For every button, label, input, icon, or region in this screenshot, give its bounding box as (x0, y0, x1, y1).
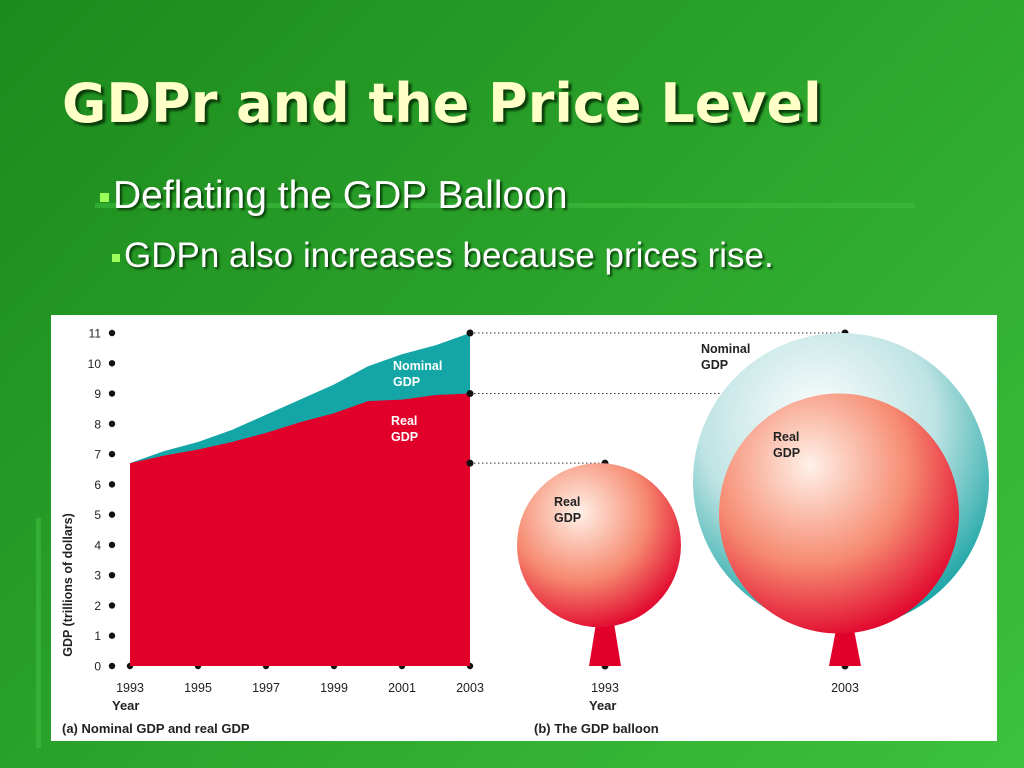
balloon-year-label: 2003 (831, 681, 859, 695)
real-gdp-balloon (719, 393, 959, 634)
y-tick-dot (108, 329, 116, 337)
y-tick-label: 3 (94, 569, 101, 583)
y-tick-label: 2 (94, 599, 101, 613)
y-axis: 0 1 2 3 4 5 6 7 8 9 10 11 (88, 327, 116, 674)
y-tick-label: 8 (94, 417, 101, 431)
y-tick-dot (108, 481, 116, 488)
gdp-figure: GDP (trillions of dollars) 0 1 2 3 4 5 6 7 8 9 10 1… (51, 315, 997, 741)
caption-a: (a) Nominal GDP and real GDP (62, 721, 250, 736)
nominal-gdp-dot (466, 329, 474, 337)
slide-title: GDPr and the Price Level (62, 72, 822, 135)
balloon-stem (829, 629, 861, 666)
x-tick-label: 2001 (388, 681, 416, 695)
real-gdp-balloon (517, 463, 681, 628)
bullet-square-icon (100, 193, 109, 203)
nominal-balloon-label: Nominal (701, 342, 750, 356)
background-stripe-left (36, 518, 41, 748)
area-series: Nominal GDP Real GDP (130, 333, 470, 666)
bullet-square-icon (112, 253, 120, 262)
y-tick-dot (108, 360, 116, 367)
x-tick-label: 1993 (116, 681, 144, 695)
real-balloon-label: Real (554, 495, 580, 509)
x-tick-label: 1997 (252, 681, 280, 695)
x-axis-title-b: Year (589, 698, 616, 713)
y-tick-label: 1 (94, 629, 101, 643)
bullet-2: GDPn also increases because prices rise. (112, 236, 774, 276)
x-tick-label: 2003 (456, 681, 484, 695)
x-axis: 1993 1995 1997 1999 2001 2003 (116, 662, 484, 695)
real-area-label: GDP (391, 430, 418, 444)
y-tick-dot (108, 450, 116, 458)
y-tick-label: 9 (94, 387, 101, 401)
y-tick-label: 4 (94, 538, 101, 552)
y-tick-dot (108, 420, 116, 428)
x-tick-label: 1999 (320, 681, 348, 695)
x-axis-title-a: Year (112, 698, 139, 713)
y-tick-dot (108, 541, 116, 549)
nominal-area-label: GDP (393, 375, 420, 389)
y-tick-dot (108, 662, 116, 670)
x-tick-label: 1995 (184, 681, 212, 695)
real-balloon-label: GDP (773, 446, 800, 460)
y-tick-label: 0 (94, 660, 101, 674)
caption-b: (b) The GDP balloon (534, 721, 659, 736)
bullet-2-text: GDPn also increases because prices rise. (124, 236, 774, 275)
background-stripe-top (95, 203, 915, 208)
balloon-stem (589, 623, 621, 666)
y-tick-label: 5 (94, 508, 101, 522)
balloon-year-label: 1993 (591, 681, 619, 695)
y-tick-dot (108, 390, 116, 397)
y-axis-title: GDP (trillions of dollars) (61, 513, 75, 657)
real-gdp-dot (466, 459, 474, 467)
real-area-label: Real (391, 414, 417, 428)
nominal-area-label: Nominal (393, 359, 442, 373)
y-tick-dot (108, 571, 116, 579)
nominal-balloon-label: GDP (701, 358, 728, 372)
gdp-balloons: Real GDP 1993 Nominal GDP Real GDP 2003 (517, 333, 989, 695)
real-gdp-dot (466, 390, 474, 398)
y-tick-dot (108, 602, 116, 609)
real-balloon-label: Real (773, 430, 799, 444)
real-gdp-area (130, 393, 470, 666)
y-tick-dot (108, 632, 116, 639)
y-tick-label: 7 (94, 448, 101, 462)
gdp-figure-svg: GDP (trillions of dollars) 0 1 2 3 4 5 6 7 8 9 10 1… (61, 327, 989, 736)
y-tick-label: 11 (89, 327, 102, 341)
bullet-1-text: Deflating the GDP Balloon (113, 174, 568, 217)
bullet-1: Deflating the GDP Balloon (100, 174, 568, 218)
real-balloon-label: GDP (554, 511, 581, 525)
y-tick-label: 10 (88, 357, 102, 371)
y-tick-dot (108, 511, 116, 518)
y-tick-label: 6 (94, 478, 101, 492)
